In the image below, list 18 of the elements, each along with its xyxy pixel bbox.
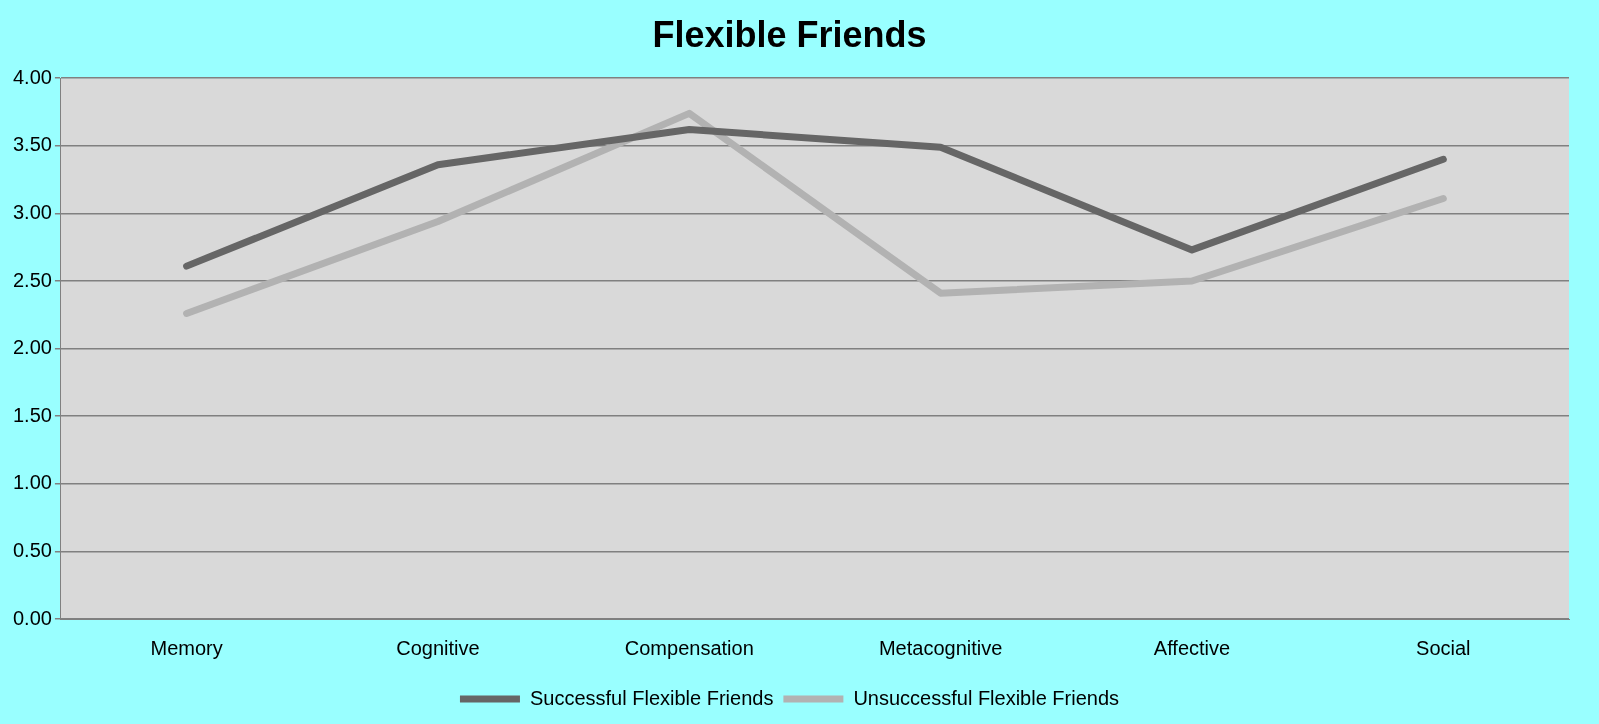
chart-title: Flexible Friends [652,13,927,55]
legend-label: Successful Flexible Friends [529,686,774,709]
y-tick-label: 1.00 [12,471,52,494]
y-tick-label: 4.00 [12,65,52,88]
x-tick-label: Metacognitive [878,636,1003,659]
legend-label: Unsuccessful Flexible Friends [853,686,1120,709]
y-tick-label: 3.00 [12,200,52,223]
x-tick-label: Memory [150,636,223,659]
y-tick-label: 2.00 [12,336,52,359]
y-tick-label: 0.00 [12,606,52,629]
y-tick-label: 1.50 [12,403,52,426]
x-tick-label: Social [1416,636,1471,659]
y-tick-label: 0.50 [12,538,52,561]
y-tick-label: 2.50 [12,268,52,291]
x-tick-label: Cognitive [396,636,480,659]
y-tick-label: 3.50 [12,133,52,156]
x-tick-label: Compensation [624,636,754,659]
x-tick-label: Affective [1153,636,1231,659]
